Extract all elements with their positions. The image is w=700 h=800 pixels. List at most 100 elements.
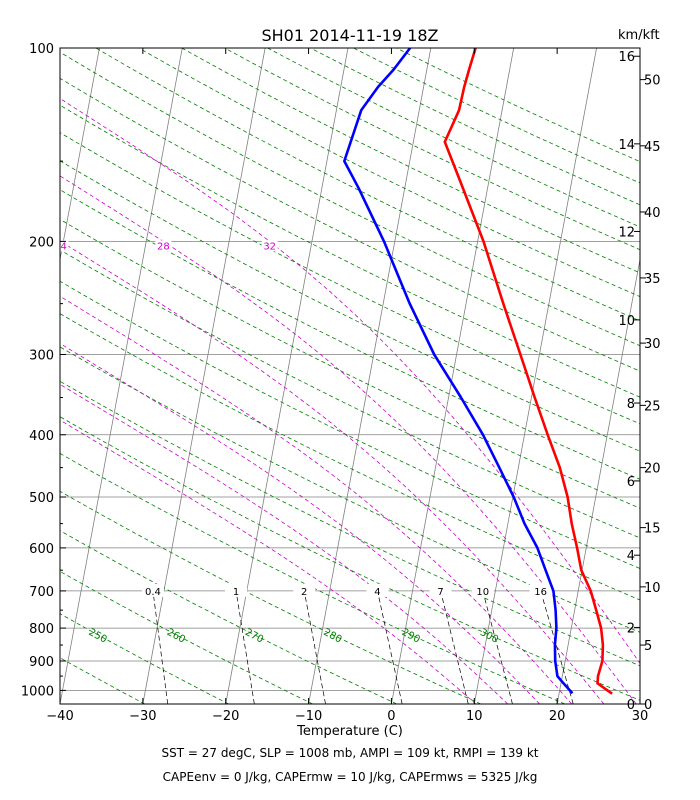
moist-adiabat-line	[60, 175, 637, 704]
pressure-tick-label: 900	[29, 655, 54, 670]
km-tick-label: 14	[618, 138, 635, 153]
moist-adiabat-label-bg	[155, 240, 172, 252]
dry-adiabat-label: 260	[165, 627, 187, 646]
kft-tick-label: 5	[644, 639, 652, 654]
dry-adiabat-line	[60, 703, 61, 704]
dry-adiabat-line	[60, 613, 229, 704]
moist-adiabat-line	[60, 295, 572, 704]
moist-adiabat-line	[60, 98, 640, 664]
km-tick-label: 6	[627, 475, 635, 490]
dry-adiabat-line	[95, 48, 640, 322]
kft-tick-label: 25	[644, 399, 661, 414]
mixing-ratio-label: 2	[301, 587, 307, 598]
isotherm-line	[308, 48, 432, 704]
pressure-tick-label: 800	[29, 622, 54, 637]
km-tick-label: 8	[627, 397, 635, 412]
kft-tick-label: 20	[644, 462, 661, 477]
pressure-tick-label: 500	[29, 491, 54, 506]
sounding-traces	[343, 48, 613, 695]
moist-adiabat-label-bg	[60, 240, 69, 252]
dry-adiabat-line	[310, 48, 640, 206]
moist-adiabat-line	[60, 240, 605, 704]
dewpoint-trace	[343, 48, 574, 695]
x-axis-label: Temperature (C)	[297, 724, 403, 739]
dry-adiabat-label: 250	[87, 627, 109, 646]
dry-adiabat-line	[60, 657, 145, 704]
x-tick-label: −10	[295, 709, 322, 724]
dry-adiabat-line	[60, 530, 397, 704]
moist-adiabat-line	[60, 343, 540, 704]
x-tick-label: 30	[632, 709, 649, 724]
x-tick-label: −30	[129, 709, 156, 724]
mixing-ratio-line	[377, 590, 403, 704]
isotherm-line	[60, 48, 100, 262]
dry-adiabat-line	[60, 160, 640, 452]
kft-tick-label: 30	[644, 337, 661, 352]
temperature-trace	[443, 48, 613, 695]
moist-adiabats	[60, 98, 640, 704]
mixing-ratio-label: 1	[233, 587, 239, 598]
km-tick-label: 4	[627, 549, 635, 564]
footer-line-1: SST = 27 degC, SLP = 1008 mb, AMPI = 109…	[161, 746, 539, 760]
pressure-tick-label: 300	[29, 348, 54, 363]
pressure-tick-label: 400	[29, 429, 54, 444]
moist-adiabat-label: 32	[263, 241, 276, 252]
km-tick-label: 12	[618, 225, 635, 240]
moist-adiabat-label: 28	[157, 241, 170, 252]
pressure-tick-label: 200	[29, 235, 54, 250]
dry-adiabat-line	[396, 48, 640, 163]
isotherm-line	[60, 48, 183, 704]
mixing-ratio-label: 7	[437, 587, 443, 598]
km-kft-axis-label: km/kft	[618, 28, 660, 43]
isotherm-line	[473, 48, 597, 704]
mixing-ratio-label-bg	[225, 583, 248, 597]
mixing-ratio-line	[540, 590, 574, 704]
dry-adiabat-line	[267, 48, 640, 228]
pressure-tick-label: 1000	[21, 684, 54, 699]
isotherm-line	[225, 48, 349, 704]
kft-tick-label: 50	[644, 74, 661, 89]
dry-adiabat-line	[60, 452, 565, 704]
dry-adiabat-line	[60, 416, 640, 701]
mixing-ratio-label-bg	[141, 583, 164, 597]
mixing-ratio-line	[482, 590, 513, 704]
mixing-ratio-line	[235, 590, 255, 704]
pressure-tick-label: 100	[29, 42, 54, 57]
x-tick-label: −40	[46, 709, 73, 724]
mixing-ratio-label: 10	[476, 587, 489, 598]
mixing-ratio-label-bg	[366, 583, 389, 597]
dry-adiabat-line	[60, 570, 313, 704]
km-tick-label: 10	[618, 314, 635, 329]
x-tick-label: 20	[549, 709, 566, 724]
km-tick-label: 2	[627, 621, 635, 636]
mixing-ratio-lines	[152, 590, 574, 704]
dry-adiabat-line	[60, 189, 640, 480]
dry-adiabat-line	[60, 313, 640, 601]
pressure-tick-label: 600	[29, 542, 54, 557]
mixing-ratio-label-bg	[429, 583, 452, 597]
mixing-ratio-line	[440, 590, 469, 704]
mixing-ratio-label: 0.4	[145, 587, 161, 598]
isotherm-line	[556, 257, 640, 704]
dry-adiabat-line	[60, 490, 481, 704]
mixing-ratio-label: 16	[534, 587, 547, 598]
dry-adiabat-line	[60, 51, 640, 347]
kft-tick-label: 45	[644, 140, 661, 155]
dry-adiabat-label: 270	[243, 627, 265, 646]
x-tick-label: 0	[387, 709, 395, 724]
axis-ticks: −40 −30 −20 −10 0 10 20 30100090080070060050040…	[21, 42, 661, 724]
km-tick-label: 0	[627, 698, 635, 713]
mixing-ratio-label-bg	[471, 583, 494, 597]
kft-tick-label: 0	[644, 698, 652, 713]
moist-adiabat-label: 24	[54, 241, 67, 252]
dry-adiabat-line	[60, 346, 640, 633]
x-tick-label: 10	[466, 709, 483, 724]
dry-adiabats	[60, 48, 640, 704]
isotherm-line	[142, 48, 266, 704]
pressure-tick-label: 700	[29, 585, 54, 600]
dry-adiabat-label: 300	[478, 627, 500, 646]
dry-adiabat-line	[60, 132, 640, 425]
x-tick-label: −20	[212, 709, 239, 724]
kft-tick-label: 40	[644, 206, 661, 221]
